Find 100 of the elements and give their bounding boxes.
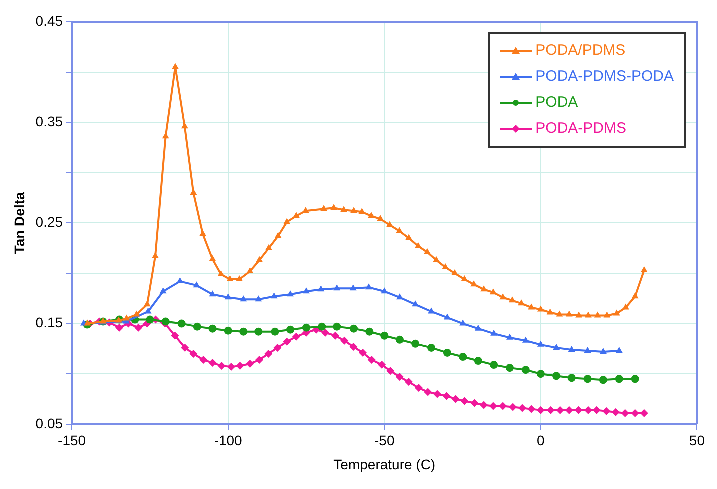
x-tick-label: -100	[214, 432, 243, 449]
x-tick-label: 0	[537, 432, 546, 449]
point	[584, 406, 592, 414]
point	[459, 353, 468, 361]
point	[452, 270, 458, 276]
point	[537, 306, 544, 312]
point	[414, 242, 422, 248]
point	[274, 344, 282, 352]
point	[499, 402, 508, 410]
point	[340, 336, 349, 345]
x-tick-label: 50	[689, 432, 706, 449]
point	[631, 375, 640, 384]
point	[218, 362, 226, 370]
point	[386, 367, 395, 376]
point	[452, 395, 460, 404]
point	[302, 324, 310, 332]
point	[208, 324, 217, 333]
point	[509, 296, 516, 303]
y-tick-label: 0.15	[36, 314, 64, 331]
point	[190, 350, 198, 358]
point	[522, 366, 530, 374]
point	[209, 255, 216, 262]
point	[368, 356, 376, 364]
point	[255, 296, 262, 302]
point	[162, 132, 170, 139]
point	[287, 290, 294, 297]
point	[386, 221, 394, 228]
point	[200, 230, 206, 236]
point	[568, 374, 576, 382]
point	[224, 294, 232, 300]
point	[274, 232, 282, 238]
point	[330, 204, 338, 210]
point	[506, 334, 514, 340]
point	[366, 328, 374, 336]
point	[546, 406, 555, 414]
point	[193, 282, 200, 288]
point	[396, 373, 404, 382]
point	[358, 208, 366, 214]
point	[302, 207, 310, 214]
legend-label: PODA-PDMS-PODA	[536, 67, 674, 87]
point	[613, 310, 620, 316]
point	[460, 320, 467, 326]
point	[84, 320, 92, 326]
point	[264, 350, 273, 358]
point	[236, 276, 244, 282]
point	[489, 402, 498, 410]
point	[350, 207, 358, 214]
point	[226, 276, 234, 282]
point	[218, 270, 225, 277]
point	[208, 359, 217, 368]
point	[181, 344, 190, 352]
point	[334, 284, 341, 291]
point	[303, 288, 310, 294]
point	[604, 312, 611, 318]
point	[271, 328, 280, 336]
point	[621, 409, 630, 418]
point	[565, 406, 574, 414]
point	[190, 189, 198, 196]
point	[568, 346, 576, 352]
point	[406, 234, 412, 240]
point	[480, 286, 488, 292]
point	[490, 330, 498, 336]
point	[178, 320, 186, 328]
point	[283, 338, 292, 346]
point	[293, 212, 300, 218]
point	[318, 322, 326, 331]
point	[537, 340, 544, 347]
point	[424, 248, 431, 254]
point	[236, 362, 244, 370]
point	[133, 310, 140, 317]
point	[576, 312, 583, 318]
point	[632, 292, 639, 299]
point	[146, 316, 154, 324]
legend-label: PODA	[536, 93, 578, 113]
point	[227, 363, 236, 372]
point	[528, 405, 536, 414]
point	[552, 372, 561, 380]
point	[522, 336, 530, 343]
y-tick-label: 0.25	[36, 214, 64, 230]
point	[396, 227, 404, 234]
point	[134, 324, 143, 332]
point	[599, 376, 608, 384]
point	[350, 324, 358, 333]
point	[518, 404, 526, 412]
point	[320, 205, 328, 212]
point	[246, 267, 254, 274]
point	[584, 346, 592, 353]
point	[566, 310, 573, 317]
point	[612, 408, 620, 416]
point	[574, 406, 583, 414]
point	[461, 276, 468, 282]
point	[270, 292, 278, 299]
point	[377, 215, 384, 222]
point	[509, 403, 518, 412]
point	[470, 280, 478, 287]
point	[424, 388, 432, 396]
point	[490, 361, 498, 370]
point	[333, 322, 342, 331]
point	[359, 348, 368, 357]
point	[584, 312, 592, 318]
